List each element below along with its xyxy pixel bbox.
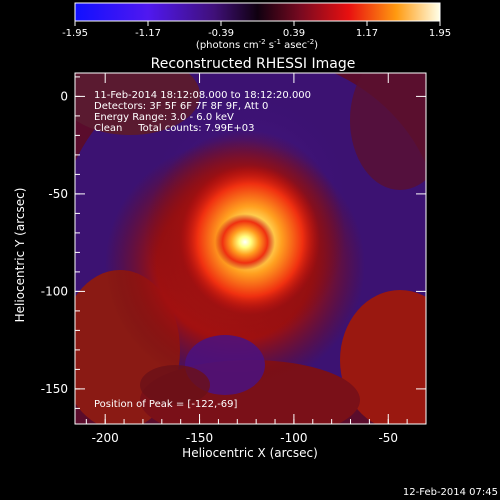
x-tick-label: -100 xyxy=(280,431,307,445)
colorbar-tick-label: 0.39 xyxy=(283,28,305,39)
colorbar-tick-label: 1.95 xyxy=(429,28,451,39)
info-line-energy: Energy Range: 3.0 - 6.0 keV xyxy=(94,112,234,123)
colorbar-tick-label: 1.17 xyxy=(356,28,378,39)
y-tick-label: -50 xyxy=(48,187,68,201)
x-tick-label: -50 xyxy=(378,431,398,445)
y-axis: 0 -50 -100 -150 xyxy=(41,76,426,409)
colorbar: -1.95 -1.17 -0.39 0.39 1.17 1.95 (photons cm-… xyxy=(62,2,451,51)
info-text: 11-Feb-2014 18:12:08.000 to 18:12:20.000… xyxy=(94,90,311,134)
x-tick-label: -150 xyxy=(186,431,213,445)
x-axis: -200 -150 -100 -50 xyxy=(85,73,427,445)
y-tick-label: 0 xyxy=(60,89,68,103)
y-tick-label: -150 xyxy=(41,382,68,396)
footer-date: 12-Feb-2014 07:45 xyxy=(403,487,498,498)
info-line-time: 11-Feb-2014 18:12:08.000 to 18:12:20.000 xyxy=(94,90,311,101)
peak-position-label: Position of Peak = [-122,-69] xyxy=(94,399,238,410)
colorbar-tick-label: -1.95 xyxy=(62,28,88,39)
image-panel xyxy=(75,73,426,424)
y-tick-label: -100 xyxy=(41,284,68,298)
colorbar-gradient xyxy=(74,2,441,22)
x-tick-label: -200 xyxy=(92,431,119,445)
y-axis-label: Heliocentric Y (arcsec) xyxy=(13,188,27,323)
info-line-counts: Clean Total counts: 7.99E+03 xyxy=(94,123,254,134)
colorbar-ticks: -1.95 -1.17 -0.39 0.39 1.17 1.95 xyxy=(62,21,451,39)
colorbar-tick-label: -0.39 xyxy=(208,28,234,39)
colorbar-tick-label: -1.17 xyxy=(135,28,161,39)
info-line-detectors: Detectors: 3F 5F 6F 7F 8F 9F, Att 0 xyxy=(94,101,268,112)
plot-title: Reconstructed RHESSI Image xyxy=(151,56,356,72)
colorbar-units: (photons cm-2 s-1 asec-2) xyxy=(196,38,318,51)
x-axis-label: Heliocentric X (arcsec) xyxy=(182,446,318,460)
plot-frame xyxy=(74,72,427,425)
